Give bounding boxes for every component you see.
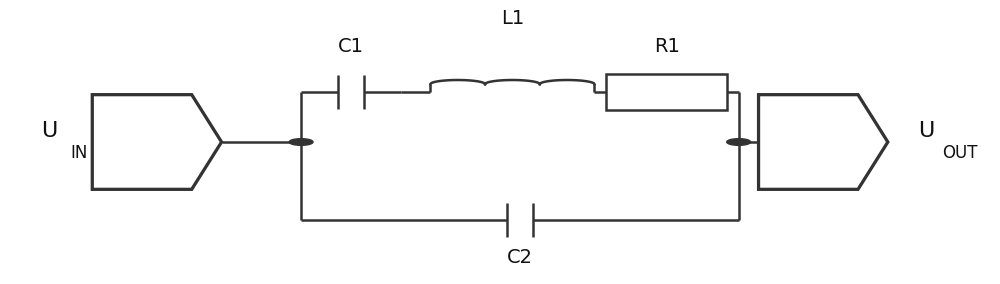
Text: C1: C1 bbox=[338, 37, 364, 56]
Text: OUT: OUT bbox=[943, 144, 978, 162]
Text: C2: C2 bbox=[507, 248, 533, 267]
Text: IN: IN bbox=[70, 144, 87, 162]
Text: R1: R1 bbox=[654, 37, 680, 56]
Bar bbox=[606, 74, 727, 110]
Circle shape bbox=[727, 139, 751, 145]
Text: U: U bbox=[41, 121, 57, 141]
Text: L1: L1 bbox=[501, 9, 524, 28]
Text: U: U bbox=[918, 121, 934, 141]
Circle shape bbox=[289, 139, 313, 145]
